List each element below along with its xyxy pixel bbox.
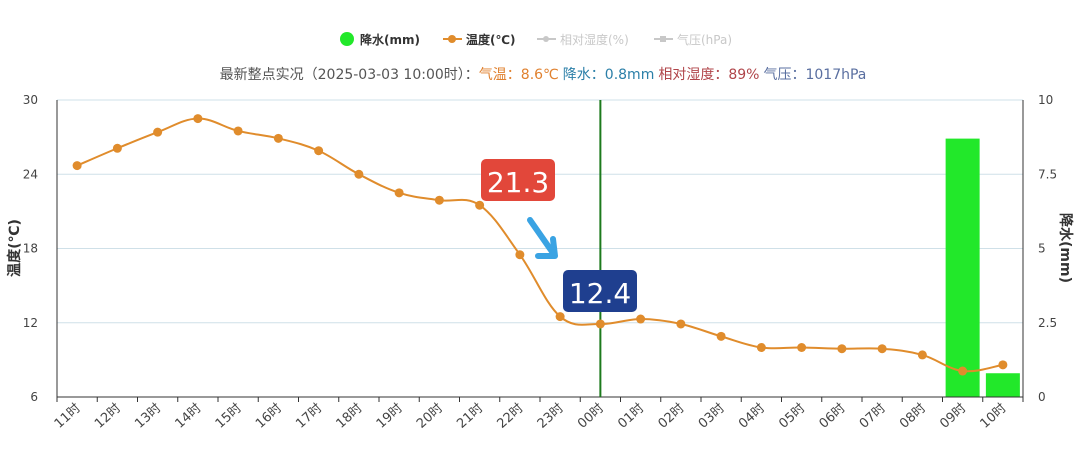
annotation-low-badge: 12.4 xyxy=(563,270,637,312)
x-tick-label: 09时 xyxy=(937,401,969,432)
summary-rain-value: 0.8mm xyxy=(605,67,655,83)
x-tick-label: 21时 xyxy=(454,401,486,432)
y-tick-label-right: 5 xyxy=(1038,242,1046,256)
x-tick-label: 00时 xyxy=(575,401,607,432)
y-tick-label-left: 24 xyxy=(23,167,38,181)
x-tick-label: 06时 xyxy=(817,401,849,432)
annotation-high-label: 21.3 xyxy=(487,166,549,199)
x-tick-label: 23时 xyxy=(535,401,567,432)
x-tick-label: 10时 xyxy=(978,401,1010,432)
legend-precipitation-label: 降水(mm) xyxy=(360,32,420,47)
temperature-point[interactable] xyxy=(837,344,847,354)
x-tick-label: 01时 xyxy=(615,401,647,432)
temperature-point[interactable] xyxy=(595,319,605,329)
x-tick-label: 22时 xyxy=(495,401,527,432)
precipitation-bar[interactable] xyxy=(945,138,980,398)
x-tick-label: 14时 xyxy=(173,401,205,432)
legend-item-temperature[interactable]: 温度(℃) xyxy=(443,32,516,47)
summary-prefix: 最新整点实况（2025-03-03 10:00时）： xyxy=(220,67,479,83)
temperature-point[interactable] xyxy=(273,133,283,143)
temperature-point[interactable] xyxy=(434,195,444,205)
temperature-line xyxy=(72,100,1008,397)
temperature-point[interactable] xyxy=(515,250,525,260)
y-axis-title-right: 降水(mm) xyxy=(1057,213,1074,283)
y-axis-title-left: 温度(℃) xyxy=(6,219,23,277)
temperature-point[interactable] xyxy=(756,343,766,352)
precipitation-bar[interactable] xyxy=(985,373,1020,397)
legend-humidity-marker xyxy=(543,36,549,42)
annotation-low-label: 12.4 xyxy=(569,277,631,310)
legend-temperature-marker xyxy=(448,35,456,43)
x-tick-label: 20时 xyxy=(414,401,446,432)
y-tick-label-right: 2.5 xyxy=(1038,316,1057,330)
x-tick-label: 03时 xyxy=(696,401,728,432)
temperature-point[interactable] xyxy=(233,126,243,136)
legend-pressure-marker xyxy=(660,36,666,42)
y-tick-label-left: 6 xyxy=(30,390,38,404)
temperature-point[interactable] xyxy=(917,350,927,360)
temperature-point[interactable] xyxy=(193,114,203,124)
x-tick-label: 04时 xyxy=(736,401,768,432)
summary-pres-label: 气压： xyxy=(763,67,805,83)
legend-temperature-label: 温度(℃) xyxy=(466,32,516,47)
temperature-point[interactable] xyxy=(314,146,324,156)
x-tick-label: 18时 xyxy=(334,401,366,432)
summary-pres-value: 1017hPa xyxy=(805,67,866,83)
x-tick-label: 07时 xyxy=(857,401,889,432)
legend-precipitation-marker xyxy=(340,32,354,46)
summary-hum-label: 相对湿度： xyxy=(658,67,728,83)
summary-hum-value: 89% xyxy=(728,67,759,83)
temperature-point[interactable] xyxy=(998,360,1008,370)
legend-item-precipitation[interactable]: 降水(mm) xyxy=(340,32,420,47)
precipitation-bars xyxy=(945,138,1020,398)
temperature-point[interactable] xyxy=(112,143,122,153)
temperature-point[interactable] xyxy=(475,200,485,210)
legend-item-pressure[interactable]: 气压(hPa) xyxy=(654,32,732,47)
temperature-point[interactable] xyxy=(153,127,163,137)
summary-temp-label: 气温： xyxy=(479,67,521,83)
annotation-high-bg xyxy=(481,159,555,201)
arrow-icon xyxy=(527,217,558,259)
summary-rain-label: 降水： xyxy=(563,67,605,83)
temperature-point[interactable] xyxy=(394,188,404,198)
y-tick-label-left: 12 xyxy=(23,316,38,330)
x-tick-label: 15时 xyxy=(213,401,245,432)
summary-temp-value: 8.6℃ xyxy=(521,67,559,83)
x-tick-label: 19时 xyxy=(374,401,406,432)
x-tick-label: 08时 xyxy=(897,401,929,432)
y-tick-label-left: 18 xyxy=(23,242,38,256)
temperature-point[interactable] xyxy=(676,319,686,329)
temperature-point[interactable] xyxy=(958,366,968,376)
x-tick-label: 12时 xyxy=(92,401,124,432)
axes: 30 10 24 7.5 18 5 12 2.5 6 0 11时 12时 13时 14时 15时 16时 17时… xyxy=(23,93,1057,432)
summary-line: 最新整点实况（2025-03-03 10:00时）：气温：8.6℃ 降水：0.8m… xyxy=(220,67,867,83)
annotation-high-badge: 21.3 xyxy=(481,159,555,201)
temperature-point[interactable] xyxy=(72,161,82,171)
x-tick-label: 05时 xyxy=(776,401,808,432)
y-tick-label-left: 30 xyxy=(23,93,38,107)
y-tick-label-right: 10 xyxy=(1038,93,1053,107)
legend: 降水(mm) 温度(℃) 相对湿度(%) 气压(hPa) xyxy=(340,32,732,47)
temperature-point[interactable] xyxy=(354,169,364,179)
temperature-point[interactable] xyxy=(555,312,565,322)
legend-pressure-label: 气压(hPa) xyxy=(677,32,732,47)
temperature-point[interactable] xyxy=(716,331,726,341)
legend-item-humidity[interactable]: 相对湿度(%) xyxy=(537,32,629,47)
x-tick-label: 17时 xyxy=(293,401,325,432)
x-tick-label: 11时 xyxy=(52,401,84,432)
temperature-point[interactable] xyxy=(797,343,807,352)
temperature-point[interactable] xyxy=(636,314,646,324)
y-tick-label-right: 7.5 xyxy=(1038,167,1057,181)
annotation-low-bg xyxy=(563,270,637,312)
temperature-series-line xyxy=(76,117,1004,373)
y-tick-label-right: 0 xyxy=(1038,390,1046,404)
legend-humidity-label: 相对湿度(%) xyxy=(560,32,629,47)
x-tick-label: 02时 xyxy=(656,401,688,432)
x-tick-label: 16时 xyxy=(253,401,285,432)
temperature-point[interactable] xyxy=(877,344,887,354)
x-tick-label: 13时 xyxy=(132,401,164,432)
